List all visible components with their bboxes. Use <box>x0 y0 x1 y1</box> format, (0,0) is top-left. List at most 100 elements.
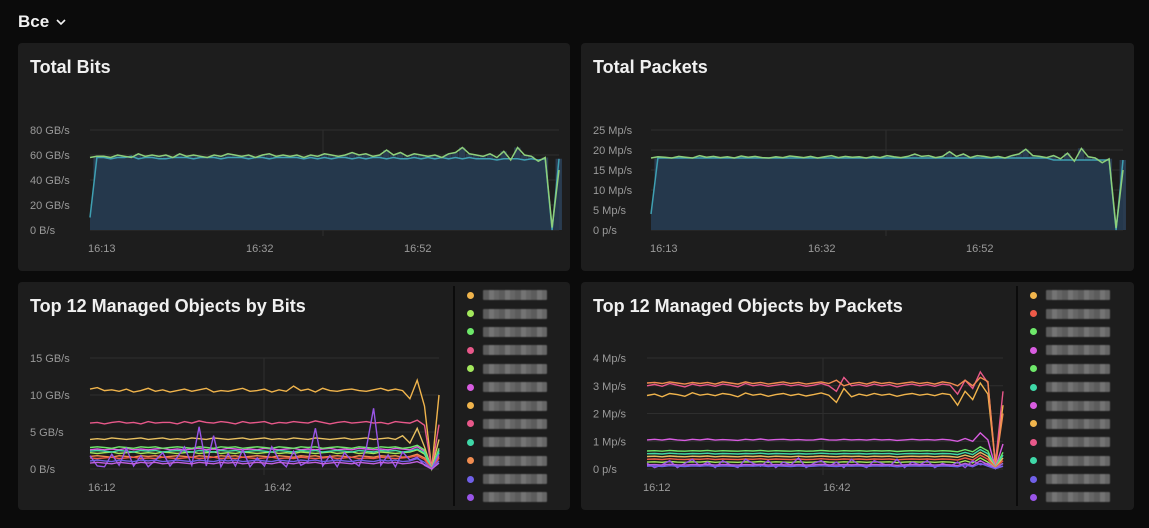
legend-item[interactable] <box>1030 488 1134 506</box>
y-tick-label: 20 GB/s <box>30 200 70 212</box>
legend-item[interactable] <box>1030 341 1134 359</box>
legend-item[interactable] <box>1030 286 1134 304</box>
legend-item[interactable] <box>1030 304 1134 322</box>
y-tick-label: 1 Mp/s <box>593 436 627 448</box>
y-tick-label: 40 GB/s <box>30 175 70 187</box>
series-line <box>89 448 440 471</box>
series-line <box>646 448 1004 470</box>
series-line <box>89 408 440 470</box>
dashboard-selector-label: Все <box>18 12 50 31</box>
legend-item[interactable] <box>1030 378 1134 396</box>
legend-color-dot <box>1030 457 1037 465</box>
legend-label-redacted <box>483 474 547 485</box>
series-line <box>646 376 1004 467</box>
x-tick-label: 16:13 <box>650 243 678 255</box>
legend-item[interactable] <box>467 378 570 396</box>
legend-item[interactable] <box>1030 470 1134 488</box>
y-tick-label: 60 GB/s <box>30 150 70 162</box>
y-tick-label: 15 GB/s <box>30 353 70 365</box>
y-tick-label: 10 Mp/s <box>593 185 633 197</box>
series-line <box>646 370 1004 464</box>
legend-item[interactable] <box>467 470 570 488</box>
legend-label-redacted <box>1046 474 1110 485</box>
legend-label-redacted <box>1046 455 1110 466</box>
series-line <box>646 431 1004 471</box>
legend-item[interactable] <box>467 360 570 378</box>
legend-label-redacted <box>1046 418 1110 429</box>
legend-color-dot <box>467 475 474 483</box>
legend-item[interactable] <box>467 323 570 341</box>
legend-color-dot <box>1030 402 1037 410</box>
legend-item[interactable] <box>1030 323 1134 341</box>
legend-label-redacted <box>483 382 547 393</box>
legend-color-dot <box>467 291 474 299</box>
legend-label-redacted <box>1046 437 1110 448</box>
legend-item[interactable] <box>467 433 570 451</box>
legend-color-dot <box>1030 420 1037 428</box>
legend-top-objects-packets <box>1016 286 1134 506</box>
y-tick-label: 0 p/s <box>593 225 617 237</box>
legend-item[interactable] <box>1030 360 1134 378</box>
legend-label-redacted <box>483 308 547 319</box>
legend-item[interactable] <box>467 341 570 359</box>
legend-color-dot <box>467 365 474 373</box>
x-tick-label: 16:42 <box>823 482 851 494</box>
legend-color-dot <box>467 420 474 428</box>
legend-item[interactable] <box>467 415 570 433</box>
series-line <box>89 419 440 470</box>
panel-top-objects-packets: Top 12 Managed Objects by Packets 0 p/s 1… <box>581 282 1134 510</box>
legend-label-redacted <box>483 418 547 429</box>
legend-label-redacted <box>1046 290 1110 301</box>
legend-item[interactable] <box>1030 396 1134 414</box>
y-tick-label: 0 B/s <box>30 464 56 476</box>
series-line <box>646 456 1004 470</box>
legend-item[interactable] <box>1030 452 1134 470</box>
panel-title: Top 12 Managed Objects by Bits <box>30 296 306 316</box>
legend-item[interactable] <box>467 452 570 470</box>
legend-item[interactable] <box>467 396 570 414</box>
series-line <box>646 457 1004 470</box>
y-tick-label: 0 B/s <box>30 225 56 237</box>
legend-label-redacted <box>1046 382 1110 393</box>
legend-label-redacted <box>1046 326 1110 337</box>
series-line <box>89 449 440 471</box>
legend-item[interactable] <box>467 488 570 506</box>
legend-color-dot <box>1030 438 1037 446</box>
legend-item[interactable] <box>1030 433 1134 451</box>
series-line <box>89 460 440 470</box>
y-tick-label: 3 Mp/s <box>593 381 627 393</box>
legend-label-redacted <box>483 345 547 356</box>
legend-item[interactable] <box>467 304 570 322</box>
panel-title: Total Packets <box>593 57 708 77</box>
legend-color-dot <box>467 328 474 336</box>
chart-top-objects-bits: 0 B/s 5 GB/s 10 GB/s 15 GB/s 16:12 16:42 <box>30 353 440 494</box>
chart-total-bits: 0 B/s 20 GB/s 40 GB/s 60 GB/s 80 GB/s 16:13 16… <box>30 125 562 255</box>
series-line <box>89 454 440 471</box>
legend-label-redacted <box>1046 400 1110 411</box>
dashboard-selector[interactable]: Все <box>18 10 67 34</box>
y-tick-label: 4 Mp/s <box>593 353 627 365</box>
legend-item[interactable] <box>1030 415 1134 433</box>
x-tick-label: 16:12 <box>88 482 116 494</box>
series-line <box>646 459 1004 470</box>
panel-title: Total Bits <box>30 57 111 77</box>
chart-total-packets: 0 p/s 5 Mp/s 10 Mp/s 15 Mp/s 20 Mp/s 25 Mp/s 1… <box>593 125 1126 255</box>
series-line <box>89 426 440 472</box>
series-line <box>89 444 440 472</box>
legend-color-dot <box>1030 475 1037 483</box>
legend-color-dot <box>467 346 474 354</box>
legend-label-redacted <box>483 363 547 374</box>
traffic-area <box>90 156 559 230</box>
legend-label-redacted <box>1046 345 1110 356</box>
legend-color-dot <box>1030 291 1037 299</box>
legend-color-dot <box>1030 328 1037 336</box>
legend-color-dot <box>467 493 474 501</box>
series-line <box>646 462 1004 470</box>
series-line <box>89 155 560 231</box>
legend-item[interactable] <box>467 286 570 304</box>
legend-label-redacted <box>483 400 547 411</box>
legend-label-redacted <box>1046 308 1110 319</box>
legend-label-redacted <box>1046 363 1110 374</box>
legend-color-dot <box>1030 493 1037 501</box>
chevron-down-icon <box>56 19 66 26</box>
